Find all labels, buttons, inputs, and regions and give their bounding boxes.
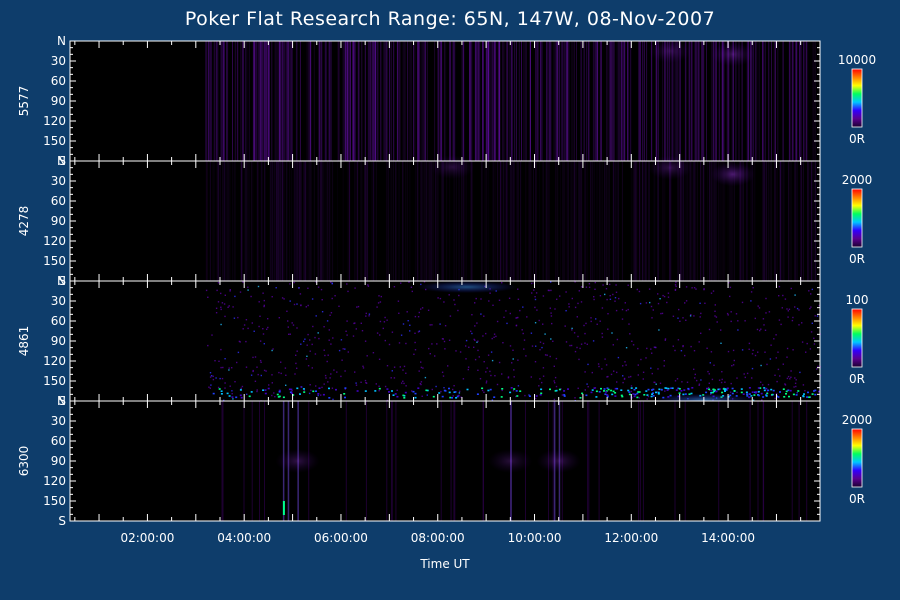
y-tick-label: 150 — [43, 494, 66, 508]
y-tick-label: N — [57, 394, 66, 408]
y-tick-label: 60 — [51, 194, 66, 208]
y-tick-label: N — [57, 154, 66, 168]
x-tick-label: 12:00:00 — [604, 531, 658, 545]
y-tick-label: 150 — [43, 254, 66, 268]
y-tick-label: 30 — [51, 294, 66, 308]
panel-4278: N 30 60 90 120 150 S 4278 2000 0R — [17, 154, 872, 288]
y-tick-label: 120 — [43, 354, 66, 368]
panel-background — [70, 41, 820, 161]
y-tick-label: 120 — [43, 234, 66, 248]
colorbar — [851, 188, 863, 248]
y-tick-label: 30 — [51, 174, 66, 188]
x-tick-label: 02:00:00 — [120, 531, 174, 545]
emission-streaks — [205, 161, 820, 281]
y-tick-label: S — [58, 154, 66, 168]
x-tick-label: 04:00:00 — [217, 531, 271, 545]
y-tick-label: N — [57, 274, 66, 288]
panel-4861: N 30 60 90 120 150 S 4861 100 0R — [17, 274, 868, 408]
panel-background — [70, 401, 820, 521]
panel-wavelength-label: 5577 — [17, 86, 31, 117]
y-tick-label: S — [58, 514, 66, 528]
panel-6300: N 30 60 90 120 150 S 6300 2000 0R — [17, 394, 872, 528]
colorbar-max-label: 2000 — [842, 173, 873, 187]
panel-wavelength-label: 4278 — [17, 206, 31, 237]
y-tick-label: 120 — [43, 114, 66, 128]
panel-wavelength-label: 6300 — [17, 446, 31, 477]
emission-feature — [416, 281, 517, 293]
colorbar-min-label: 0R — [849, 492, 865, 506]
chart-title: Poker Flat Research Range: 65N, 147W, 08… — [184, 8, 716, 30]
y-tick-label: 30 — [51, 414, 66, 428]
emission-feature — [710, 162, 755, 187]
x-axis-label: Time UT — [419, 557, 470, 571]
x-tick-label: 06:00:00 — [314, 531, 368, 545]
emission-feature — [710, 42, 755, 67]
emission-feature — [488, 449, 533, 473]
panel-5577: N 30 60 90 120 150 S 5577 10000 0R — [17, 34, 876, 168]
colorbar-min-label: 0R — [849, 372, 865, 386]
colorbar — [851, 68, 863, 128]
emission-streaks — [205, 41, 816, 161]
emission-feature — [536, 449, 581, 473]
y-tick-label: N — [57, 34, 66, 48]
y-tick-label: 30 — [51, 54, 66, 68]
y-tick-label: 120 — [43, 474, 66, 488]
x-tick-label: 08:00:00 — [411, 531, 465, 545]
y-tick-label: 90 — [51, 94, 66, 108]
emission-feature — [648, 39, 692, 63]
y-tick-label: 150 — [43, 374, 66, 388]
emission-streaks — [205, 281, 822, 403]
x-tick-label: 14:00:00 — [701, 531, 755, 545]
y-tick-label: S — [58, 274, 66, 288]
x-tick-label: 10:00:00 — [508, 531, 562, 545]
colorbar-min-label: 0R — [849, 132, 865, 146]
colorbar-max-label: 100 — [846, 293, 869, 307]
y-tick-label: 60 — [51, 434, 66, 448]
y-tick-label: 60 — [51, 314, 66, 328]
y-tick-label: 150 — [43, 134, 66, 148]
y-tick-label: 90 — [51, 334, 66, 348]
colorbar-max-label: 2000 — [842, 413, 873, 427]
y-tick-label: S — [58, 394, 66, 408]
colorbar — [851, 428, 863, 488]
emission-feature — [275, 449, 320, 473]
emission-feature — [648, 155, 692, 180]
panel-background — [70, 161, 820, 281]
colorbar — [851, 308, 863, 368]
colorbar-min-label: 0R — [849, 252, 865, 266]
y-tick-label: 90 — [51, 454, 66, 468]
emission-feature — [430, 155, 475, 179]
panel-wavelength-label: 4861 — [17, 326, 31, 357]
colorbar-max-label: 10000 — [838, 53, 876, 67]
y-tick-label: 60 — [51, 74, 66, 88]
y-tick-label: 90 — [51, 214, 66, 228]
